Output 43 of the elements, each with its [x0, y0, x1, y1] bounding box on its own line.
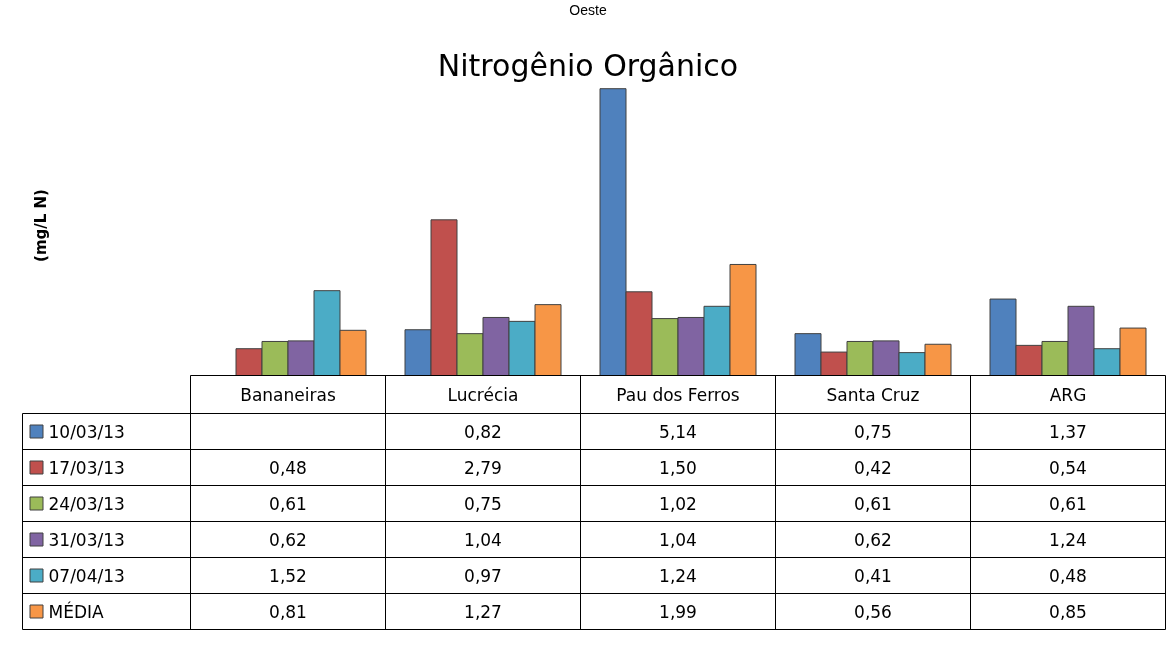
- data-label: 1,50: [659, 458, 697, 478]
- legend-label: 17/03/13: [48, 457, 125, 478]
- data-label: 0,48: [269, 458, 307, 478]
- data-label: 1,24: [659, 566, 697, 586]
- data-label: 1,04: [464, 530, 502, 550]
- x-tick-label: Bananeiras: [240, 384, 336, 405]
- data-label: 0,61: [1049, 494, 1087, 514]
- data-label: 5,14: [659, 422, 697, 442]
- data-label: 0,62: [269, 530, 307, 550]
- data-label: 1,24: [1049, 530, 1087, 550]
- legend-label: MÉDIA: [48, 600, 105, 622]
- text: (mg/L N): [31, 189, 50, 262]
- data-label: 2,79: [464, 458, 502, 478]
- data-label: 0,81: [269, 602, 307, 622]
- legend-label: 24/03/13: [48, 493, 125, 514]
- data-label: 0,62: [854, 530, 892, 550]
- legend-label: 10/03/13: [48, 421, 125, 442]
- data-label: 0,61: [269, 494, 307, 514]
- data-label: 0,42: [854, 458, 892, 478]
- data-label: 1,37: [1049, 422, 1087, 442]
- x-tick-label: ARG: [1049, 384, 1087, 405]
- data-label: 0,48: [1049, 566, 1087, 586]
- x-tick-label: Pau dos Ferros: [616, 384, 740, 405]
- text: Oeste: [569, 1, 607, 18]
- legend-label: 07/04/13: [48, 565, 125, 586]
- legend-label: 31/03/13: [48, 529, 125, 550]
- data-label: 0,54: [1049, 458, 1087, 478]
- data-label: 1,52: [269, 566, 307, 586]
- data-label: 0,75: [464, 494, 502, 514]
- data-label: 0,61: [854, 494, 892, 514]
- data-label: 1,99: [659, 602, 697, 622]
- data-label: 0,75: [854, 422, 892, 442]
- x-tick-label: Lucrécia: [447, 384, 519, 405]
- data-label: 0,97: [464, 566, 502, 586]
- data-label: 0,56: [854, 602, 892, 622]
- data-label: 0,85: [1049, 602, 1087, 622]
- data-label: 1,27: [464, 602, 502, 622]
- data-label: 0,82: [464, 422, 502, 442]
- chart-title: Nitrogênio Orgânico: [437, 48, 739, 83]
- data-label: 1,04: [659, 530, 697, 550]
- data-label: 1,02: [659, 494, 697, 514]
- x-tick-label: Santa Cruz: [826, 384, 920, 405]
- data-label: 0,41: [854, 566, 892, 586]
